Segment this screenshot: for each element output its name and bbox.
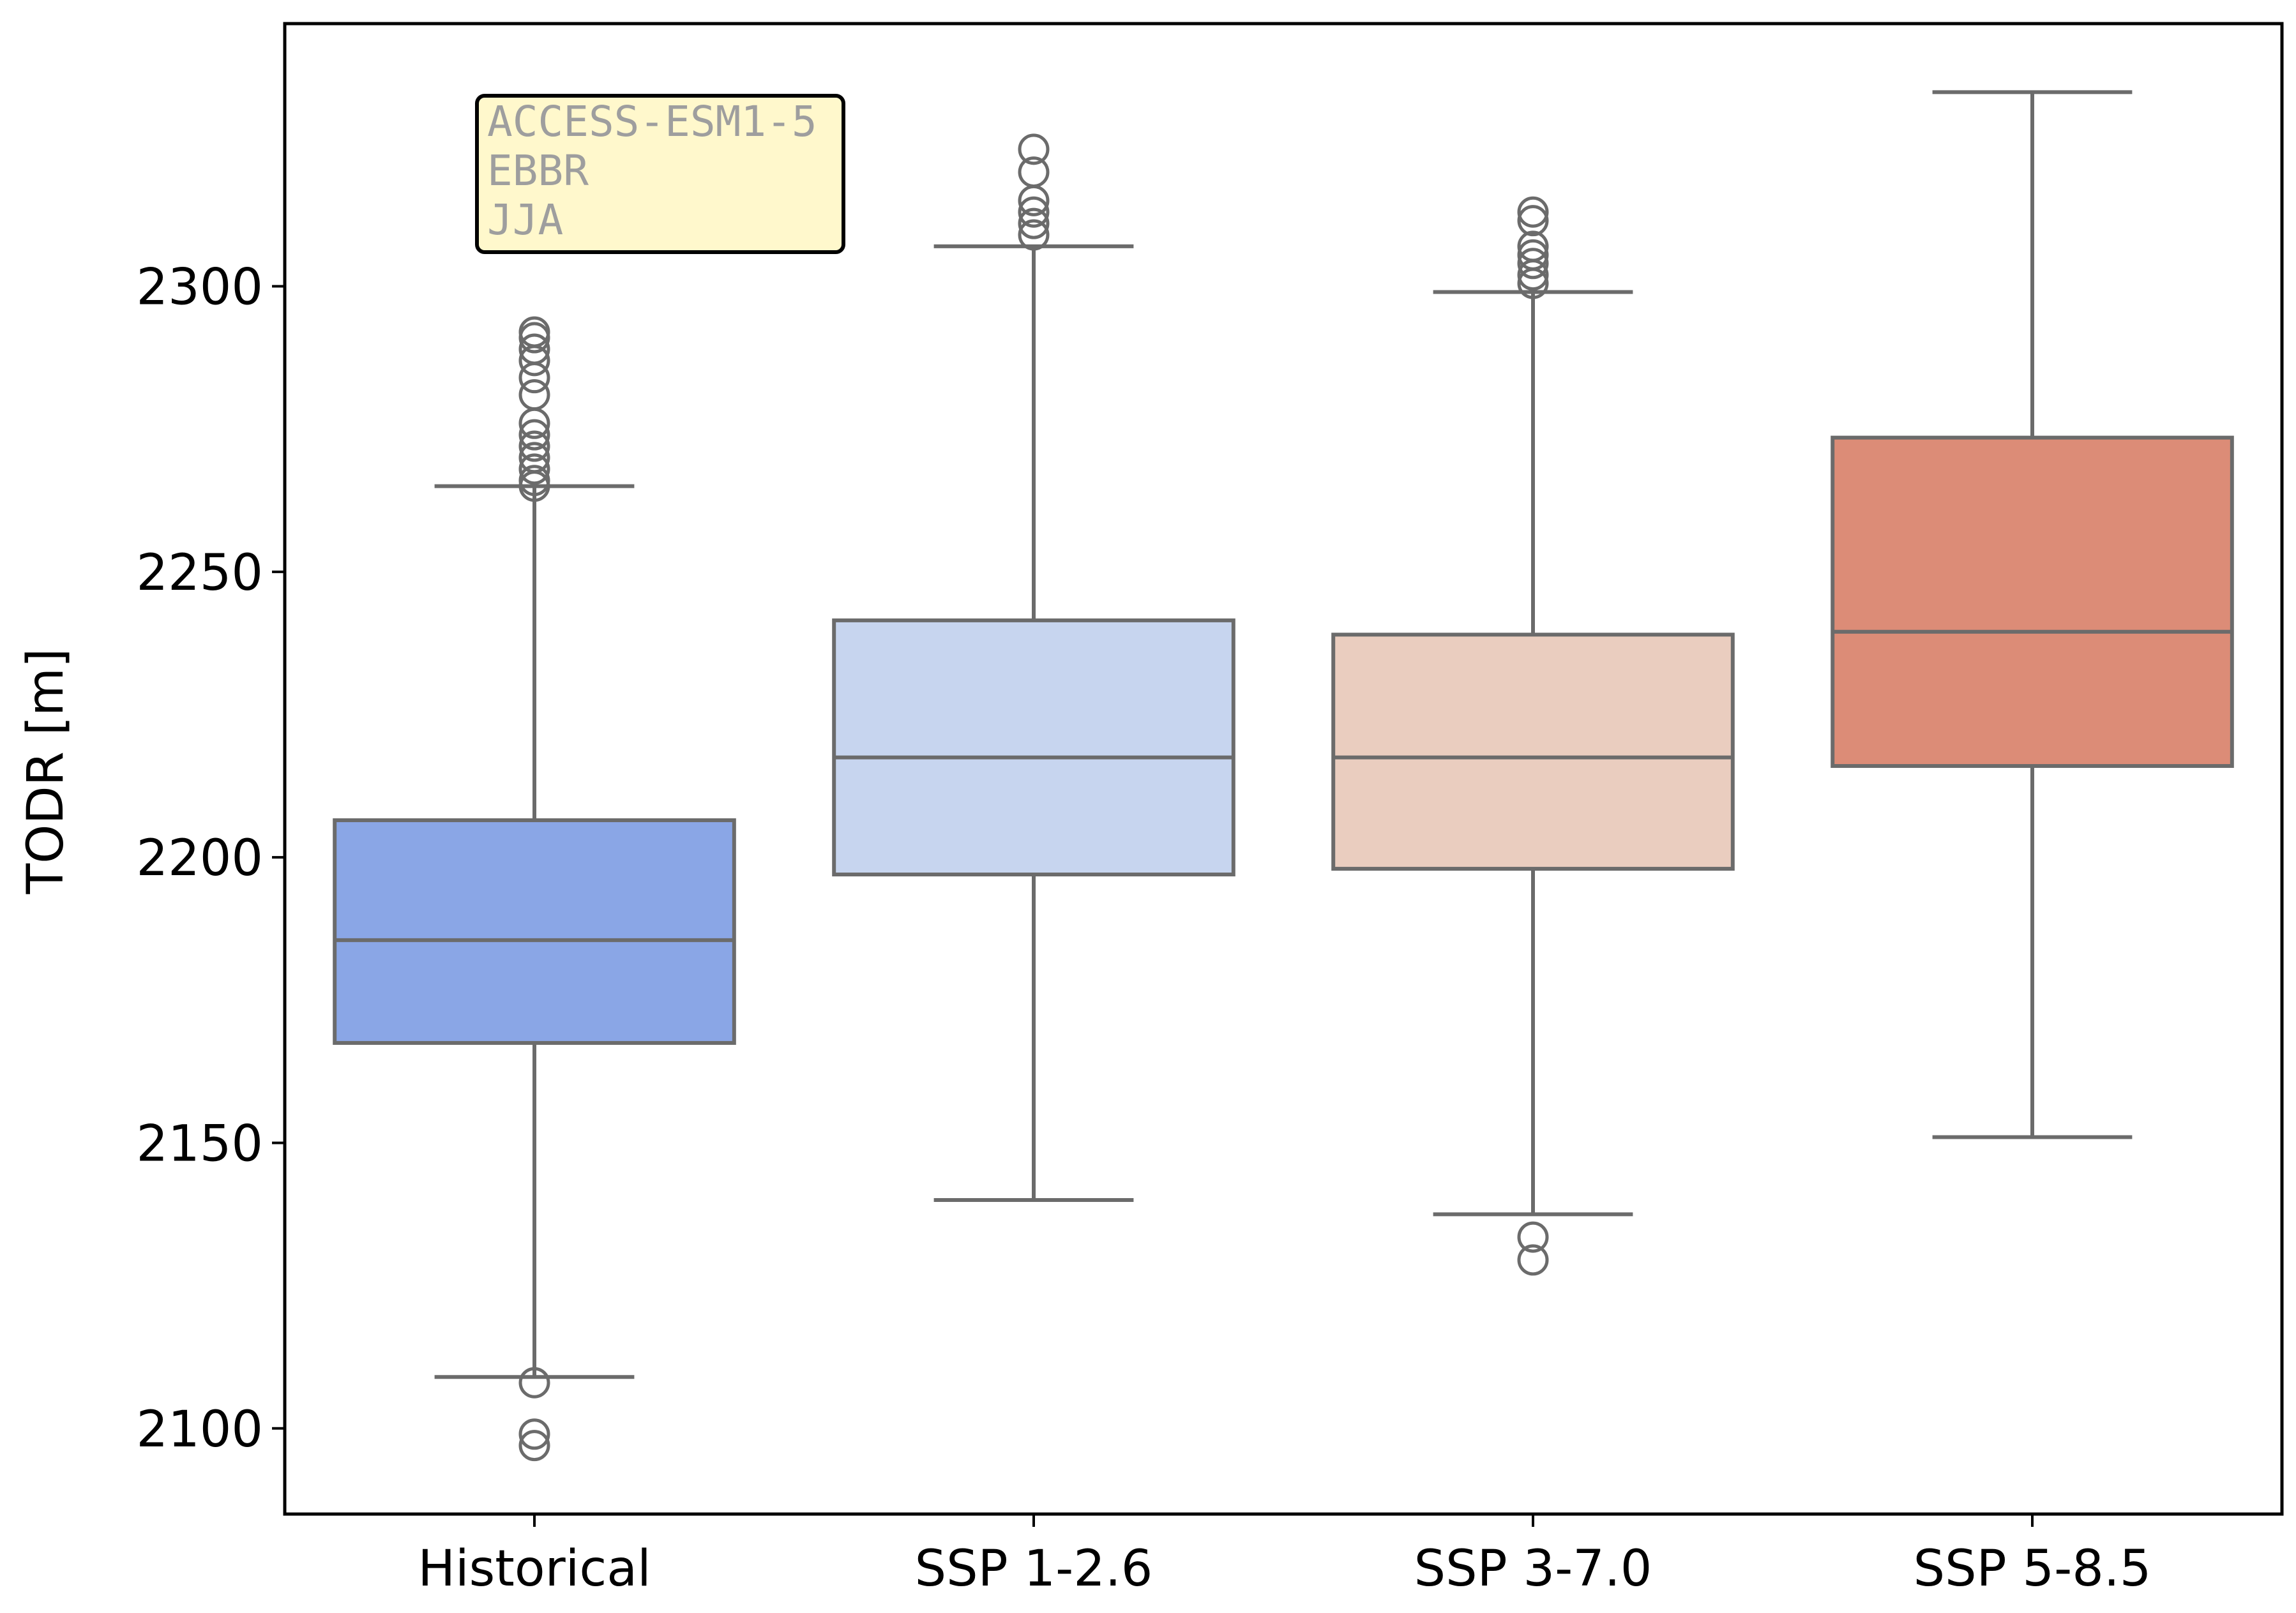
outlier-point <box>518 333 550 365</box>
outlier-point <box>1517 248 1549 280</box>
outlier-point <box>518 379 550 411</box>
outlier-point <box>1018 156 1050 188</box>
outlier-point <box>1018 196 1050 228</box>
x-tick-label: SSP 1-2.6 <box>915 1540 1153 1598</box>
annotation-line-season: JJA <box>487 195 563 244</box>
annotation-line-site: EBBR <box>487 146 589 195</box>
outlier-point <box>518 442 550 474</box>
axes-layer: 2100 2150 2200 2250 2300 Historical SSP 1-2.6 S… <box>136 22 2284 1598</box>
iqr-box <box>1331 633 1735 871</box>
y-tick-label: 2150 <box>136 1115 263 1173</box>
box-group-ssp-5-8-5 <box>1831 90 2234 1139</box>
x-tick-label: Historical <box>418 1540 651 1598</box>
outlier-point <box>518 316 550 348</box>
outlier-point <box>518 419 550 451</box>
outlier-point <box>518 1430 550 1462</box>
model-annotation-box: ACCESS-ESM1-5 EBBR JJA <box>475 94 845 254</box>
outlier-point <box>1517 196 1549 228</box>
outlier-point <box>1018 207 1050 239</box>
y-tick-label: 2200 <box>136 830 263 887</box>
outlier-point <box>1517 239 1549 271</box>
outlier-point <box>518 430 550 462</box>
outlier-point <box>1517 1221 1549 1253</box>
iqr-box <box>333 818 736 1045</box>
outlier-point <box>518 1418 550 1450</box>
outlier-point <box>1018 219 1050 251</box>
annotation-frame <box>475 94 845 254</box>
box-group-historical <box>333 316 736 1462</box>
outlier-point <box>1517 205 1549 237</box>
x-tick-label: SSP 3-7.0 <box>1414 1540 1652 1598</box>
y-tick-label: 2300 <box>136 259 263 317</box>
box-group-ssp-3-7-0 <box>1331 196 1735 1276</box>
outlier-point <box>1517 230 1549 262</box>
boxes-layer <box>333 90 2234 1462</box>
outlier-point <box>518 465 550 497</box>
iqr-box <box>1831 435 2234 769</box>
annotation-line-model: ACCESS-ESM1-5 <box>487 97 817 146</box>
outlier-point <box>1517 1244 1549 1276</box>
box-group-ssp-1-2-6 <box>832 133 1235 1202</box>
outlier-point <box>518 453 550 485</box>
plot-frame <box>283 22 2284 1516</box>
iqr-box <box>832 618 1235 877</box>
outlier-point <box>518 1367 550 1399</box>
outlier-point <box>1018 133 1050 165</box>
x-tick-label: SSP 5-8.5 <box>1914 1540 2152 1598</box>
y-tick-label: 2250 <box>136 544 263 602</box>
y-axis-title: TODR [m] <box>17 649 75 895</box>
y-tick-label: 2100 <box>136 1401 263 1459</box>
